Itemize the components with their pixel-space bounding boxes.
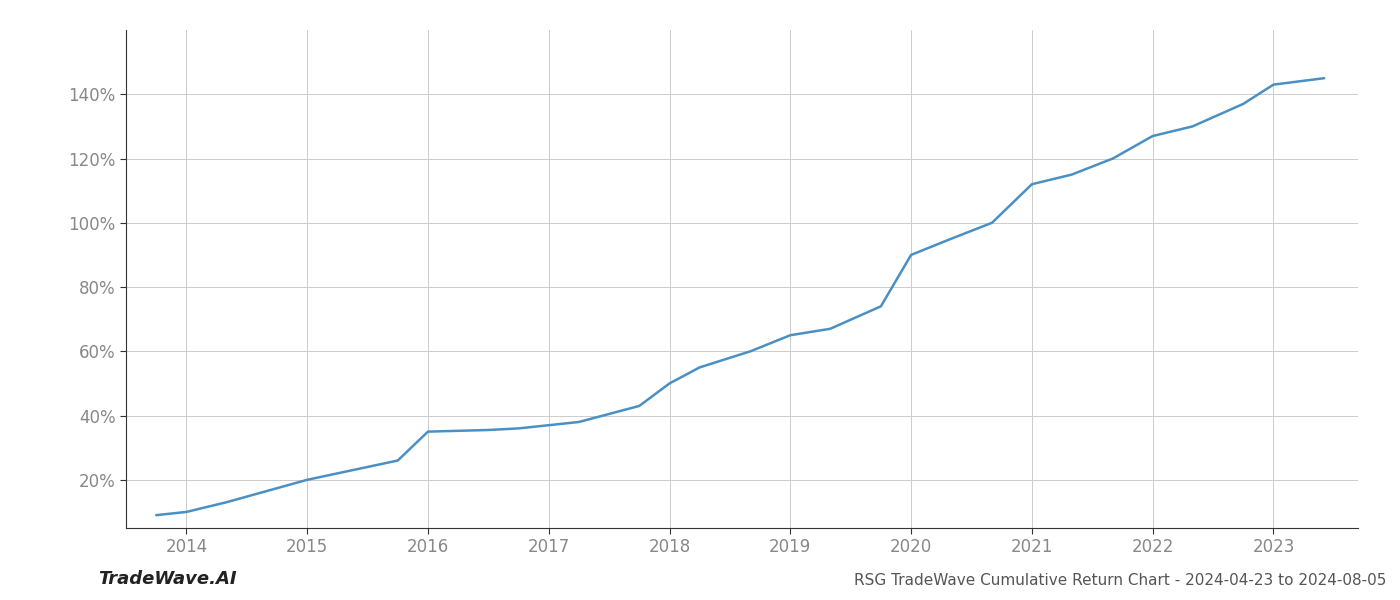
Text: RSG TradeWave Cumulative Return Chart - 2024-04-23 to 2024-08-05: RSG TradeWave Cumulative Return Chart - … <box>854 573 1386 588</box>
Text: TradeWave.AI: TradeWave.AI <box>98 570 237 588</box>
